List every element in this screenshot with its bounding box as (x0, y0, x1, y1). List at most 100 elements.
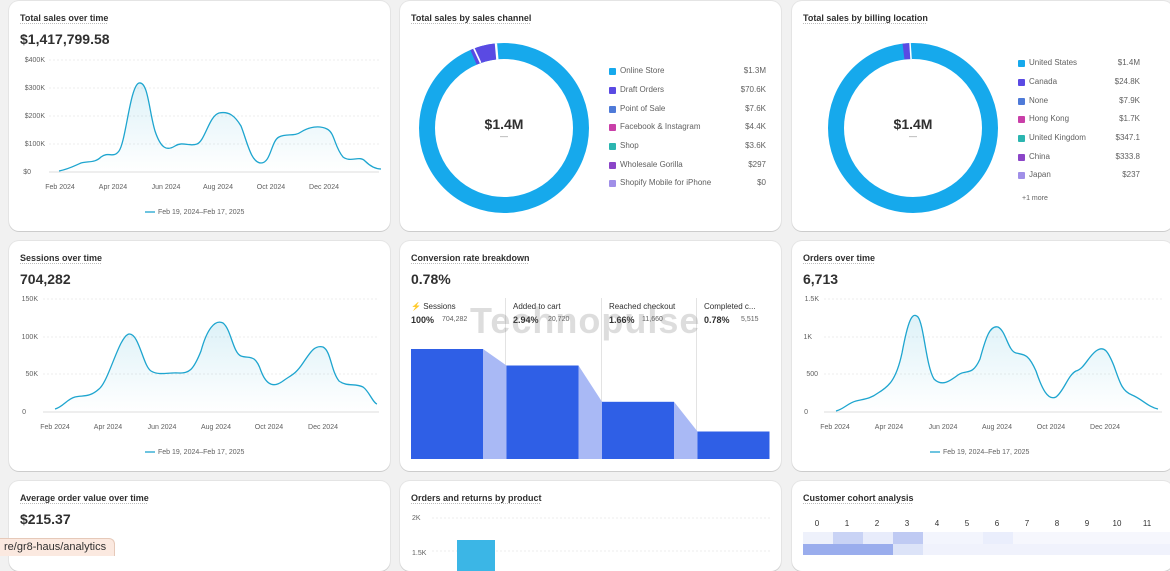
y-tick: 0 (22, 409, 26, 416)
legend-swatch (609, 124, 616, 131)
sessions-card[interactable]: Sessions over time 704,282 150K 100K 50K… (9, 241, 390, 471)
funnel-step-sessions[interactable]: ⚡ Sessions 100% 704,282 (411, 295, 506, 335)
billing-location-card[interactable]: Total sales by billing location $1.4M — … (792, 1, 1170, 231)
funnel-step-pct: 1.66% (609, 315, 635, 325)
funnel-step-completed[interactable]: Completed c... 0.78% 5,515 (704, 295, 774, 335)
chart-legend: Feb 19, 2024–Feb 17, 2025 (158, 449, 245, 456)
legend-value: $24.8K (1114, 77, 1140, 86)
cohort-title[interactable]: Customer cohort analysis (803, 493, 914, 503)
x-tick: Apr 2024 (99, 184, 128, 191)
legend-item[interactable]: Hong Kong $1.7K (1018, 114, 1140, 128)
legend-item[interactable]: United Kingdom $347.1 (1018, 133, 1140, 147)
x-tick: Jun 2024 (929, 424, 958, 431)
chart-legend: Feb 19, 2024–Feb 17, 2025 (158, 209, 245, 216)
legend-item[interactable]: Draft Orders $70.6K (609, 85, 766, 99)
x-tick: Apr 2024 (875, 424, 904, 431)
legend-value: $0 (757, 178, 766, 187)
legend-item[interactable]: Point of Sale $7.6K (609, 104, 766, 118)
funnel-bar[interactable] (411, 349, 483, 459)
aov-title[interactable]: Average order value over time (20, 493, 149, 503)
total-sales-title[interactable]: Total sales over time (20, 13, 109, 23)
x-tick: Oct 2024 (257, 184, 286, 191)
legend-item[interactable]: United States $1.4M (1018, 58, 1140, 72)
legend-label: Facebook & Instagram (620, 122, 701, 131)
sessions-title[interactable]: Sessions over time (20, 253, 103, 263)
y-tick: 0 (804, 409, 808, 416)
orders-returns-title[interactable]: Orders and returns by product (411, 493, 542, 503)
sales-channel-card[interactable]: Total sales by sales channel $1.4M — Onl… (400, 1, 781, 231)
orders-card[interactable]: Orders over time 6,713 1.5K 1K 500 0 Feb… (792, 241, 1170, 471)
orders-value: 6,713 (803, 271, 839, 287)
legend-item[interactable]: Japan $237 (1018, 170, 1140, 184)
conversion-title[interactable]: Conversion rate breakdown (411, 253, 530, 263)
funnel-dropoff (674, 401, 698, 459)
legend-swatch (609, 180, 616, 187)
legend-swatch (609, 143, 616, 150)
legend-value: $333.8 (1115, 152, 1140, 161)
legend-item[interactable]: Shopify Mobile for iPhone $0 (609, 178, 766, 192)
divider (601, 298, 602, 458)
legend-item[interactable]: None $7.9K (1018, 96, 1140, 110)
chart-legend: Feb 19, 2024–Feb 17, 2025 (943, 449, 1030, 456)
legend-swatch (1018, 60, 1025, 67)
legend-value: $237 (1122, 170, 1140, 179)
y-tick: $200K (25, 113, 46, 120)
funnel-bar[interactable] (697, 431, 770, 460)
funnel-step-label: Reached checkout (609, 302, 676, 311)
funnel-step-checkout[interactable]: Reached checkout 1.66% 11,660 (609, 295, 704, 335)
billing-location-title[interactable]: Total sales by billing location (803, 13, 928, 23)
status-url: re/gr8-haus/analytics (0, 538, 116, 556)
donut-center-value: $1.4M (893, 116, 933, 132)
product-bar[interactable] (457, 540, 495, 571)
legend-swatch (609, 68, 616, 75)
legend-value: $70.6K (740, 85, 766, 94)
sales-channel-donut (419, 43, 589, 213)
legend-label: None (1029, 96, 1049, 105)
cohort-column: 0 (814, 519, 820, 528)
y-tick: 150K (22, 296, 39, 303)
donut-center-value: $1.4M (484, 116, 524, 132)
funnel-dropoff (483, 349, 507, 459)
x-tick: Dec 2024 (308, 424, 338, 431)
orders-returns-chart: 2K 1.5K (412, 515, 770, 571)
legend-item[interactable]: China $333.8 (1018, 152, 1140, 166)
conversion-value: 0.78% (411, 271, 451, 287)
funnel-step-count: 704,282 (442, 316, 468, 323)
legend-item[interactable]: Shop $3.6K (609, 141, 766, 155)
legend-item[interactable]: Wholesale Gorilla $297 (609, 160, 766, 174)
total-sales-chart: $400K $300K $200K $100K $0 Feb 2024 Apr … (23, 57, 382, 216)
legend-label: Shop (620, 141, 639, 150)
legend-swatch (609, 162, 616, 169)
sessions-line (54, 321, 378, 410)
sales-channel-title[interactable]: Total sales by sales channel (411, 13, 532, 23)
aov-value: $215.37 (20, 511, 71, 527)
x-tick: Jun 2024 (152, 184, 181, 191)
x-tick: Apr 2024 (94, 424, 123, 431)
funnel-bar[interactable] (506, 365, 579, 460)
legend-item[interactable]: Facebook & Instagram $4.4K (609, 122, 766, 136)
orders-title[interactable]: Orders over time (803, 253, 876, 263)
funnel-step-label: Completed c... (704, 302, 756, 311)
x-tick: Oct 2024 (1037, 424, 1066, 431)
cohort-column: 1 (844, 519, 850, 528)
y-tick: 1.5K (412, 550, 427, 557)
aov-card[interactable]: Average order value over time $215.37 (9, 481, 390, 571)
y-tick: $400K (25, 57, 46, 64)
sessions-icon: ⚡ (411, 302, 421, 311)
funnel-bar[interactable] (602, 401, 674, 459)
funnel-step-cart[interactable]: Added to cart 2.94% 20,720 (513, 295, 608, 335)
cohort-column: 2 (874, 519, 880, 528)
total-sales-card[interactable]: Total sales over time $1,417,799.58 $400… (9, 1, 390, 231)
legend-item[interactable]: Online Store $1.3M (609, 66, 766, 80)
legend-item[interactable]: Canada $24.8K (1018, 77, 1140, 91)
funnel-dropoff (578, 365, 602, 459)
legend-label: Canada (1029, 77, 1058, 86)
legend-value: $1.7K (1119, 114, 1140, 123)
more-link[interactable]: +1 more (1022, 195, 1048, 202)
billing-location-donut (828, 43, 998, 213)
donut-center-sub: — (500, 132, 508, 141)
funnel-step-pct: 0.78% (704, 315, 730, 325)
legend-label: Shopify Mobile for iPhone (620, 178, 712, 187)
cohort-column: 11 (1142, 519, 1152, 528)
orders-returns-card[interactable]: Orders and returns by product 2K 1.5K (400, 481, 781, 571)
